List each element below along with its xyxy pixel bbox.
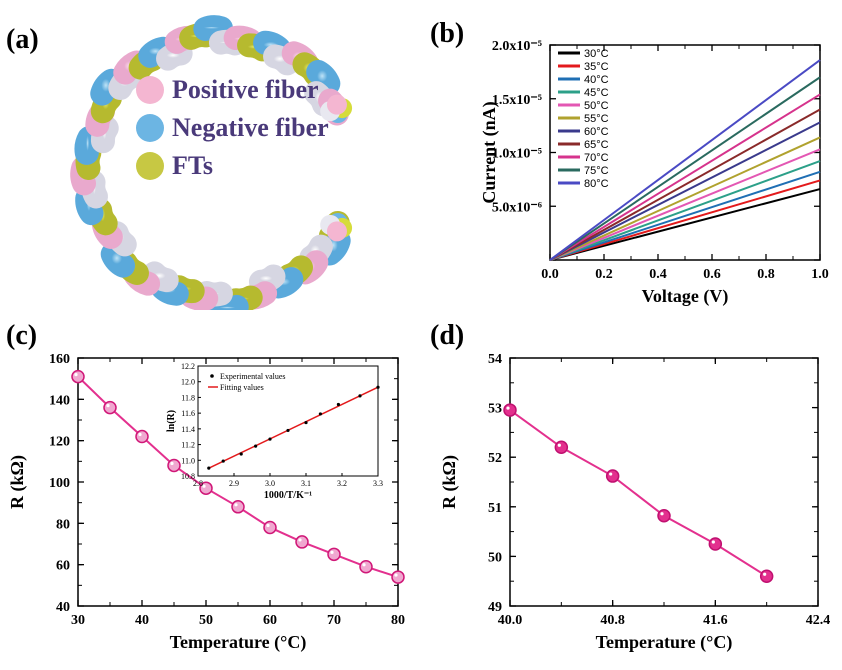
svg-text:45°C: 45°C (584, 87, 609, 99)
svg-text:40: 40 (56, 600, 70, 615)
panel-b: (b) 0.0 0.2 0.4 0.6 0.8 1.0 5.0x10⁻⁶ 1.0x10⁻⁵ 1.… (420, 0, 840, 320)
svg-text:40: 40 (135, 613, 149, 628)
svg-text:1.0x10⁻⁵: 1.0x10⁻⁵ (492, 147, 542, 162)
svg-text:75°C: 75°C (584, 165, 609, 177)
svg-text:40°C: 40°C (584, 74, 609, 86)
svg-text:0.0: 0.0 (541, 267, 559, 282)
svg-text:40.0: 40.0 (498, 613, 523, 628)
svg-text:Fitting values: Fitting values (220, 383, 264, 392)
svg-text:50: 50 (488, 550, 502, 565)
legend-dot-negative (136, 114, 164, 142)
panel-c: (c) 304050607080406080100120140160Temper… (0, 320, 420, 670)
svg-text:ln(R): ln(R) (166, 410, 177, 432)
legend-dot-fts (136, 152, 164, 180)
panel-d-chart: 40.0 40.8 41.6 42.4 49 50 51 52 53 54 Temperature … (420, 320, 840, 670)
svg-text:80°C: 80°C (584, 178, 609, 190)
svg-text:3.0: 3.0 (265, 479, 275, 488)
svg-text:65°C: 65°C (584, 139, 609, 151)
svg-text:35°C: 35°C (584, 61, 609, 73)
panel-d-label: (d) (430, 320, 464, 352)
panel-a-label: (a) (6, 24, 39, 56)
svg-text:51: 51 (488, 501, 502, 516)
svg-text:52: 52 (488, 451, 502, 466)
svg-text:53: 53 (488, 402, 502, 417)
svg-text:2.0x10⁻⁵: 2.0x10⁻⁵ (492, 39, 542, 54)
svg-text:70°C: 70°C (584, 152, 609, 164)
svg-text:100: 100 (49, 476, 70, 491)
svg-text:160: 160 (49, 352, 70, 367)
svg-text:Experimental values: Experimental values (220, 372, 286, 381)
svg-text:0.2: 0.2 (595, 267, 613, 282)
panel-a: (a) Positive fiber Negative fiber FTs (0, 0, 420, 310)
panel-c-chart: 304050607080406080100120140160Temperatur… (0, 320, 420, 670)
svg-text:11.0: 11.0 (181, 456, 195, 465)
svg-text:50: 50 (199, 613, 213, 628)
svg-text:49: 49 (488, 600, 502, 615)
svg-text:40.8: 40.8 (600, 613, 625, 628)
svg-text:120: 120 (49, 435, 70, 450)
svg-text:41.6: 41.6 (703, 613, 728, 628)
svg-text:12.0: 12.0 (181, 378, 195, 387)
svg-text:42.4: 42.4 (806, 613, 831, 628)
svg-text:5.0x10⁻⁶: 5.0x10⁻⁶ (492, 200, 542, 215)
svg-text:Voltage (V): Voltage (V) (642, 286, 729, 307)
svg-text:140: 140 (49, 393, 70, 408)
svg-text:0.8: 0.8 (757, 267, 775, 282)
svg-text:3.2: 3.2 (337, 479, 347, 488)
panel-b-chart: 0.0 0.2 0.4 0.6 0.8 1.0 5.0x10⁻⁶ 1.0x10⁻⁵ 1.5x10… (420, 0, 840, 320)
svg-text:R (kΩ): R (kΩ) (439, 455, 460, 509)
svg-text:R (kΩ): R (kΩ) (7, 455, 28, 509)
svg-text:54: 54 (488, 352, 502, 367)
svg-text:Current (nA): Current (nA) (479, 101, 500, 203)
svg-text:3.3: 3.3 (373, 479, 383, 488)
svg-text:Temperature (°C): Temperature (°C) (596, 632, 733, 653)
svg-text:11.2: 11.2 (181, 441, 195, 450)
svg-text:11.8: 11.8 (181, 393, 195, 402)
svg-text:Temperature (°C): Temperature (°C) (170, 632, 307, 653)
svg-text:0.4: 0.4 (649, 267, 667, 282)
legend-label-negative: Negative fiber (172, 113, 329, 142)
svg-text:55°C: 55°C (584, 113, 609, 125)
svg-text:2.9: 2.9 (229, 479, 239, 488)
svg-text:12.2: 12.2 (181, 362, 195, 371)
svg-text:60: 60 (263, 613, 277, 628)
panel-d: (d) 40.0 40.8 41.6 42.4 49 50 51 52 53 54 Temperat… (420, 320, 840, 670)
svg-text:60: 60 (56, 559, 70, 574)
svg-text:1000/T/K⁻¹: 1000/T/K⁻¹ (264, 490, 312, 501)
svg-text:11.4: 11.4 (181, 425, 195, 434)
svg-text:80: 80 (391, 613, 405, 628)
svg-text:3.1: 3.1 (301, 479, 311, 488)
svg-text:1.5x10⁻⁵: 1.5x10⁻⁵ (492, 93, 542, 108)
legend-label-fts: FTs (172, 151, 213, 180)
svg-text:60°C: 60°C (584, 126, 609, 138)
svg-text:10.8: 10.8 (181, 472, 195, 481)
panel-c-label: (c) (6, 320, 37, 352)
panel-a-legend: Positive fiber Negative fiber FTs (136, 75, 329, 180)
svg-text:70: 70 (327, 613, 341, 628)
panel-a-illustration: Positive fiber Negative fiber FTs (0, 0, 420, 310)
svg-text:30: 30 (71, 613, 85, 628)
svg-text:0.6: 0.6 (703, 267, 721, 282)
svg-text:50°C: 50°C (584, 100, 609, 112)
svg-text:1.0: 1.0 (811, 267, 829, 282)
svg-text:80: 80 (56, 517, 70, 532)
legend-dot-positive (136, 76, 164, 104)
legend-label-positive: Positive fiber (172, 75, 319, 104)
svg-text:11.6: 11.6 (181, 409, 195, 418)
svg-text:30°C: 30°C (584, 48, 609, 60)
panel-b-label: (b) (430, 18, 464, 50)
